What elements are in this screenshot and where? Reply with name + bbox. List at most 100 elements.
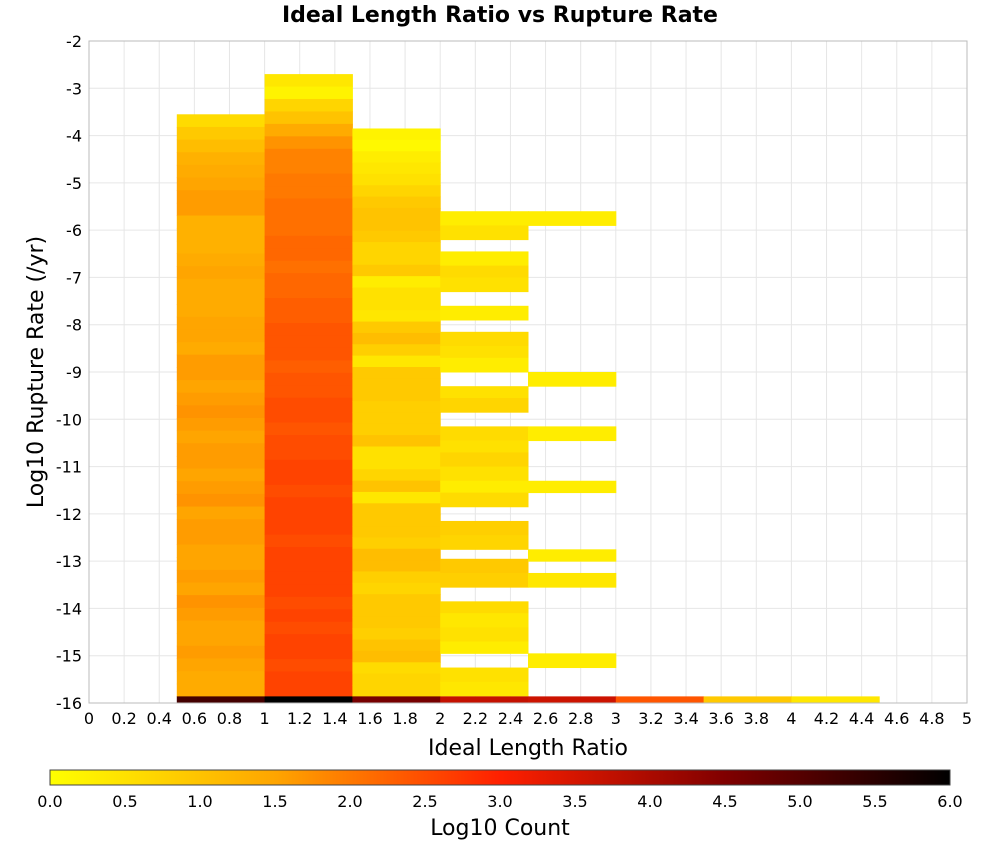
y-tick-label: -6 [66,221,82,240]
y-tick-label: -10 [56,410,82,429]
heatmap-cell [264,136,353,150]
heatmap-cell [352,491,441,504]
heatmap-cell [352,355,441,368]
colorbar-tick-label: 0.5 [112,792,137,811]
heatmap-cell [264,509,353,523]
heatmap-cell [264,547,353,560]
heatmap-cell [791,696,880,703]
heatmap-cell [352,503,441,516]
heatmap-cell [352,662,441,675]
heatmap-cell [440,386,529,399]
x-tick-label: 2 [435,709,445,728]
heatmap-cell [440,251,529,267]
colorbar-tick-label: 6.0 [937,792,962,811]
x-tick-label: 1 [260,709,270,728]
heatmap-cell [440,452,529,468]
heatmap-cell [176,126,266,141]
heatmap-cell [264,323,353,336]
heatmap-cell [264,298,353,312]
heatmap-cell [528,426,617,442]
y-tick-label: -8 [66,316,82,335]
heatmap-cell [440,535,529,550]
heatmap-cell [440,641,529,654]
heatmap-cell [440,681,529,697]
heatmap-cell [703,696,792,703]
x-tick-label: 1.6 [357,709,382,728]
colorbar-tick-label: 2.0 [337,792,362,811]
y-tick-label: -13 [56,552,82,571]
heatmap-cell [264,571,353,585]
x-tick-label: 2.4 [498,709,523,728]
heatmap-cell [264,223,353,237]
heatmap-cell [440,398,529,413]
y-tick-label: -2 [66,32,82,51]
heatmap-cell [264,211,353,224]
x-tick-label: 4 [786,709,796,728]
heatmap-cell [264,248,353,262]
heatmap-cell [176,506,266,520]
heatmap-cell [264,310,353,324]
heatmap-cell [264,696,353,703]
y-tick-label: -12 [56,505,82,524]
heatmap-cell [264,447,353,461]
heatmap-cell [264,123,353,137]
heatmap-cell [440,331,529,347]
x-axis-label: Ideal Length Ratio [428,736,628,761]
heatmap-cell [264,410,353,424]
heatmap-cell [176,215,266,229]
x-tick-label: 3.2 [638,709,663,728]
heatmap-cell [176,266,266,280]
heatmap-cell [352,548,441,561]
x-tick-label: 5 [962,709,972,728]
heatmap-cell [440,572,529,588]
heatmap-cell [176,152,266,166]
y-axis-label: Log10 Rupture Rate (/yr) [24,236,49,508]
heatmap-cell [352,685,441,697]
heatmap-cell [528,549,617,562]
heatmap-cell [176,228,266,242]
heatmap-cell [176,291,266,305]
x-tick-label: 0.4 [147,709,172,728]
colorbar-tick-label: 2.5 [412,792,437,811]
y-tick-label: -15 [56,647,82,666]
heatmap-cell [176,114,266,128]
heatmap-cell [264,385,353,399]
heatmap-cell [352,560,441,572]
plot-border [88,40,968,704]
heatmap-cell [264,584,353,598]
x-tick-label: 2.8 [568,709,593,728]
y-tick-label: -11 [56,458,82,477]
heatmap-cell [176,620,266,634]
heatmap-cell [264,497,353,511]
heatmap-cell [352,457,441,470]
colorbar-tick-label: 4.0 [637,792,662,811]
heatmap-cell [176,582,266,596]
heatmap-cell [176,202,266,217]
heatmap-cell [352,446,441,459]
heatmap-cell [528,653,617,669]
heatmap-cell [176,329,266,343]
heatmap-cell [176,645,266,659]
heatmap-cell [264,285,353,299]
heatmap-cell [176,177,266,191]
x-tick-label: 0 [84,709,94,728]
heatmap-cell [440,466,529,482]
heatmap-cell [352,310,441,323]
heatmap-cell [176,342,266,356]
heatmap-cell [440,426,529,442]
colorbar-tick-label: 5.0 [787,792,812,811]
heatmap-cell [352,207,441,220]
heatmap-cell [352,480,441,493]
colorbar-label: Log10 Count [430,816,570,841]
heatmap-cell [176,519,266,533]
y-tick-label: -14 [56,599,82,618]
heatmap-cell [176,405,266,419]
x-tick-label: 1.4 [322,709,347,728]
heatmap-cell [264,472,353,486]
heatmap-cell [176,380,266,394]
heatmap-cell [176,253,266,267]
heatmap-cell [264,459,353,473]
heatmap-cell [528,480,617,494]
heatmap-cell [176,316,266,330]
heatmap-cell [264,186,353,200]
